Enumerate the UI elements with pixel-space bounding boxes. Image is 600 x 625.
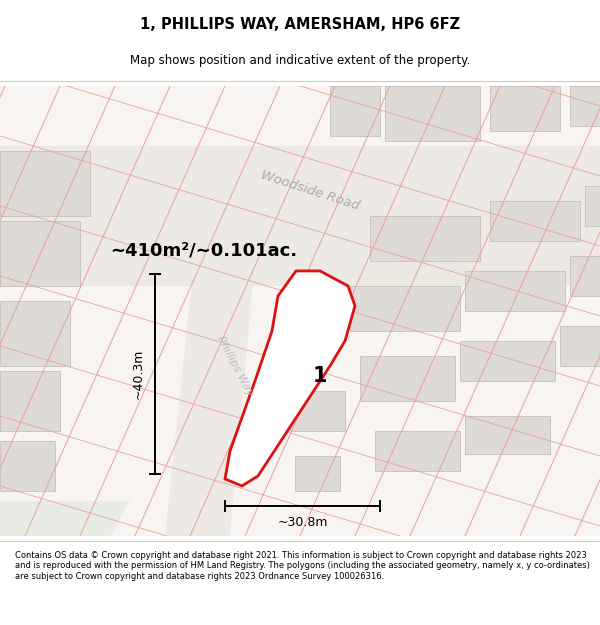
Polygon shape xyxy=(560,326,600,366)
Polygon shape xyxy=(225,271,355,486)
Polygon shape xyxy=(0,501,130,536)
Text: Phillips Way: Phillips Way xyxy=(215,334,255,398)
Polygon shape xyxy=(490,201,580,241)
Text: 1: 1 xyxy=(313,366,327,386)
Polygon shape xyxy=(0,146,600,286)
Polygon shape xyxy=(295,456,340,491)
Polygon shape xyxy=(0,151,90,216)
Text: Woodside Road: Woodside Road xyxy=(259,169,361,213)
Polygon shape xyxy=(370,216,480,261)
Polygon shape xyxy=(570,86,600,126)
Polygon shape xyxy=(350,286,460,331)
Polygon shape xyxy=(490,86,560,131)
Polygon shape xyxy=(0,371,60,431)
Text: Contains OS data © Crown copyright and database right 2021. This information is : Contains OS data © Crown copyright and d… xyxy=(15,551,590,581)
Polygon shape xyxy=(0,441,55,491)
Polygon shape xyxy=(360,356,455,401)
Polygon shape xyxy=(165,206,260,536)
Polygon shape xyxy=(330,86,380,136)
Text: Map shows position and indicative extent of the property.: Map shows position and indicative extent… xyxy=(130,54,470,68)
Polygon shape xyxy=(0,176,600,286)
Polygon shape xyxy=(385,86,480,141)
Polygon shape xyxy=(0,301,70,366)
Polygon shape xyxy=(375,431,460,471)
Text: 1, PHILLIPS WAY, AMERSHAM, HP6 6FZ: 1, PHILLIPS WAY, AMERSHAM, HP6 6FZ xyxy=(140,17,460,32)
Polygon shape xyxy=(585,186,600,226)
Text: ~30.8m: ~30.8m xyxy=(277,516,328,529)
Text: ~40.3m: ~40.3m xyxy=(132,349,145,399)
Polygon shape xyxy=(465,271,565,311)
Text: ~410m²/~0.101ac.: ~410m²/~0.101ac. xyxy=(110,242,297,260)
Polygon shape xyxy=(0,221,80,286)
Polygon shape xyxy=(570,256,600,296)
Polygon shape xyxy=(465,416,550,454)
Polygon shape xyxy=(460,341,555,381)
Polygon shape xyxy=(290,391,345,431)
